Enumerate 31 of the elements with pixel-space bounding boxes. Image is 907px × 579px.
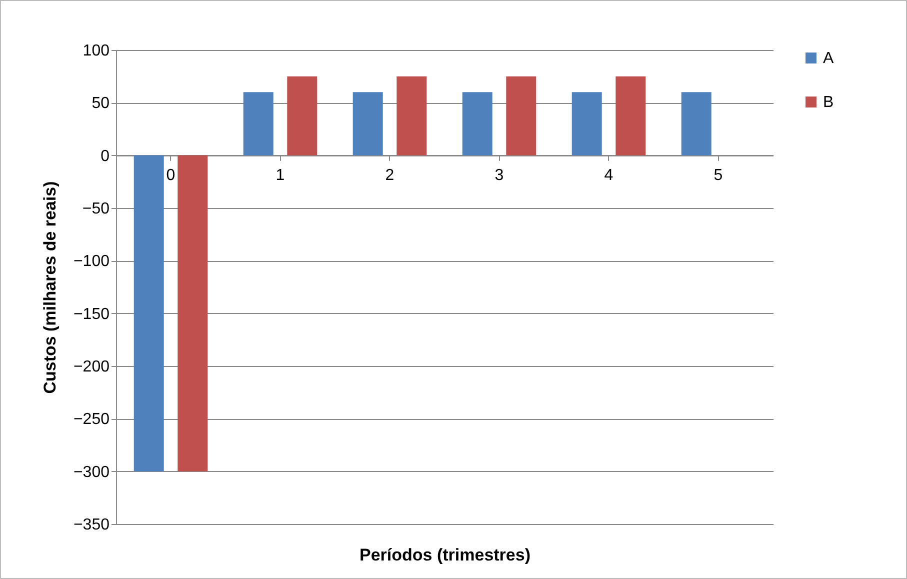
x-tick-label: 2	[385, 166, 394, 184]
legend-label: B	[823, 94, 834, 111]
bar	[681, 92, 712, 156]
y-tick-label: 0	[100, 148, 110, 165]
y-tick-label: −250	[73, 411, 110, 428]
bar	[287, 76, 318, 156]
x-tick-label: 3	[494, 166, 504, 184]
x-tick-label: 4	[604, 166, 614, 184]
x-tick-label: 0	[166, 166, 176, 184]
bar	[572, 92, 602, 156]
x-axis-title: Períodos (trimestres)	[360, 546, 530, 564]
bar	[178, 155, 208, 472]
bar	[396, 76, 427, 156]
bar	[352, 92, 383, 156]
bar	[506, 76, 536, 156]
y-tick-label: −50	[82, 200, 110, 218]
y-axis-title: Custos (milhares de reais)	[40, 181, 60, 394]
y-tick-label: −100	[73, 253, 110, 270]
x-tick-label: 5	[714, 166, 723, 184]
bar	[134, 155, 164, 472]
legend-label: A	[823, 50, 834, 67]
bar	[243, 92, 274, 156]
bar	[616, 76, 646, 156]
y-tick-label: −200	[73, 358, 110, 376]
y-tick-label: 50	[92, 95, 110, 112]
y-tick-label: 100	[82, 42, 110, 60]
y-tick-label: −350	[73, 516, 110, 534]
y-tick-label: −150	[73, 306, 110, 323]
bar	[462, 92, 492, 156]
y-tick-label: −300	[73, 464, 110, 481]
x-tick-label: 1	[276, 166, 285, 184]
